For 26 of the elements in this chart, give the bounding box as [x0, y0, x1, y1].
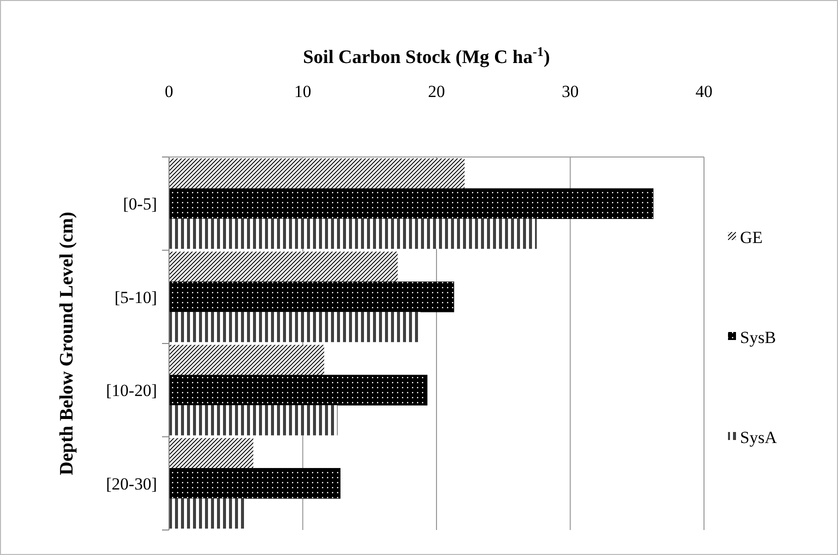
x-tick-label: 10: [294, 82, 312, 101]
legend-label: SysB: [740, 328, 776, 347]
y-axis-title: Depth Below Ground Level (cm): [56, 212, 78, 476]
y-tick-label: [0-5]: [123, 194, 157, 214]
y-tick-label: [10-20]: [106, 381, 157, 400]
bar: [169, 252, 398, 282]
bar: [169, 498, 246, 529]
legend-label: GE: [740, 228, 763, 247]
x-tick-label: 20: [428, 82, 445, 101]
bar: [168, 374, 428, 406]
x-tick-label: 0: [164, 82, 174, 101]
bar: [168, 468, 340, 499]
bar: [168, 188, 654, 219]
bar: [169, 158, 465, 189]
bar: [169, 405, 338, 436]
y-tick-label: [5-10]: [114, 288, 157, 307]
legend-label: SysA: [740, 428, 778, 447]
y-tick-label: [20-30]: [106, 474, 157, 494]
bar: [169, 344, 324, 376]
bar: [169, 218, 537, 249]
x-axis-title: Soil Carbon Stock (Mg C ha$^{-1}$): [302, 44, 550, 68]
bar: [169, 312, 420, 342]
bar: [168, 282, 454, 312]
x-tick-label: 40: [696, 82, 712, 101]
bar: [169, 438, 254, 468]
x-tick-label: 30: [562, 82, 579, 101]
